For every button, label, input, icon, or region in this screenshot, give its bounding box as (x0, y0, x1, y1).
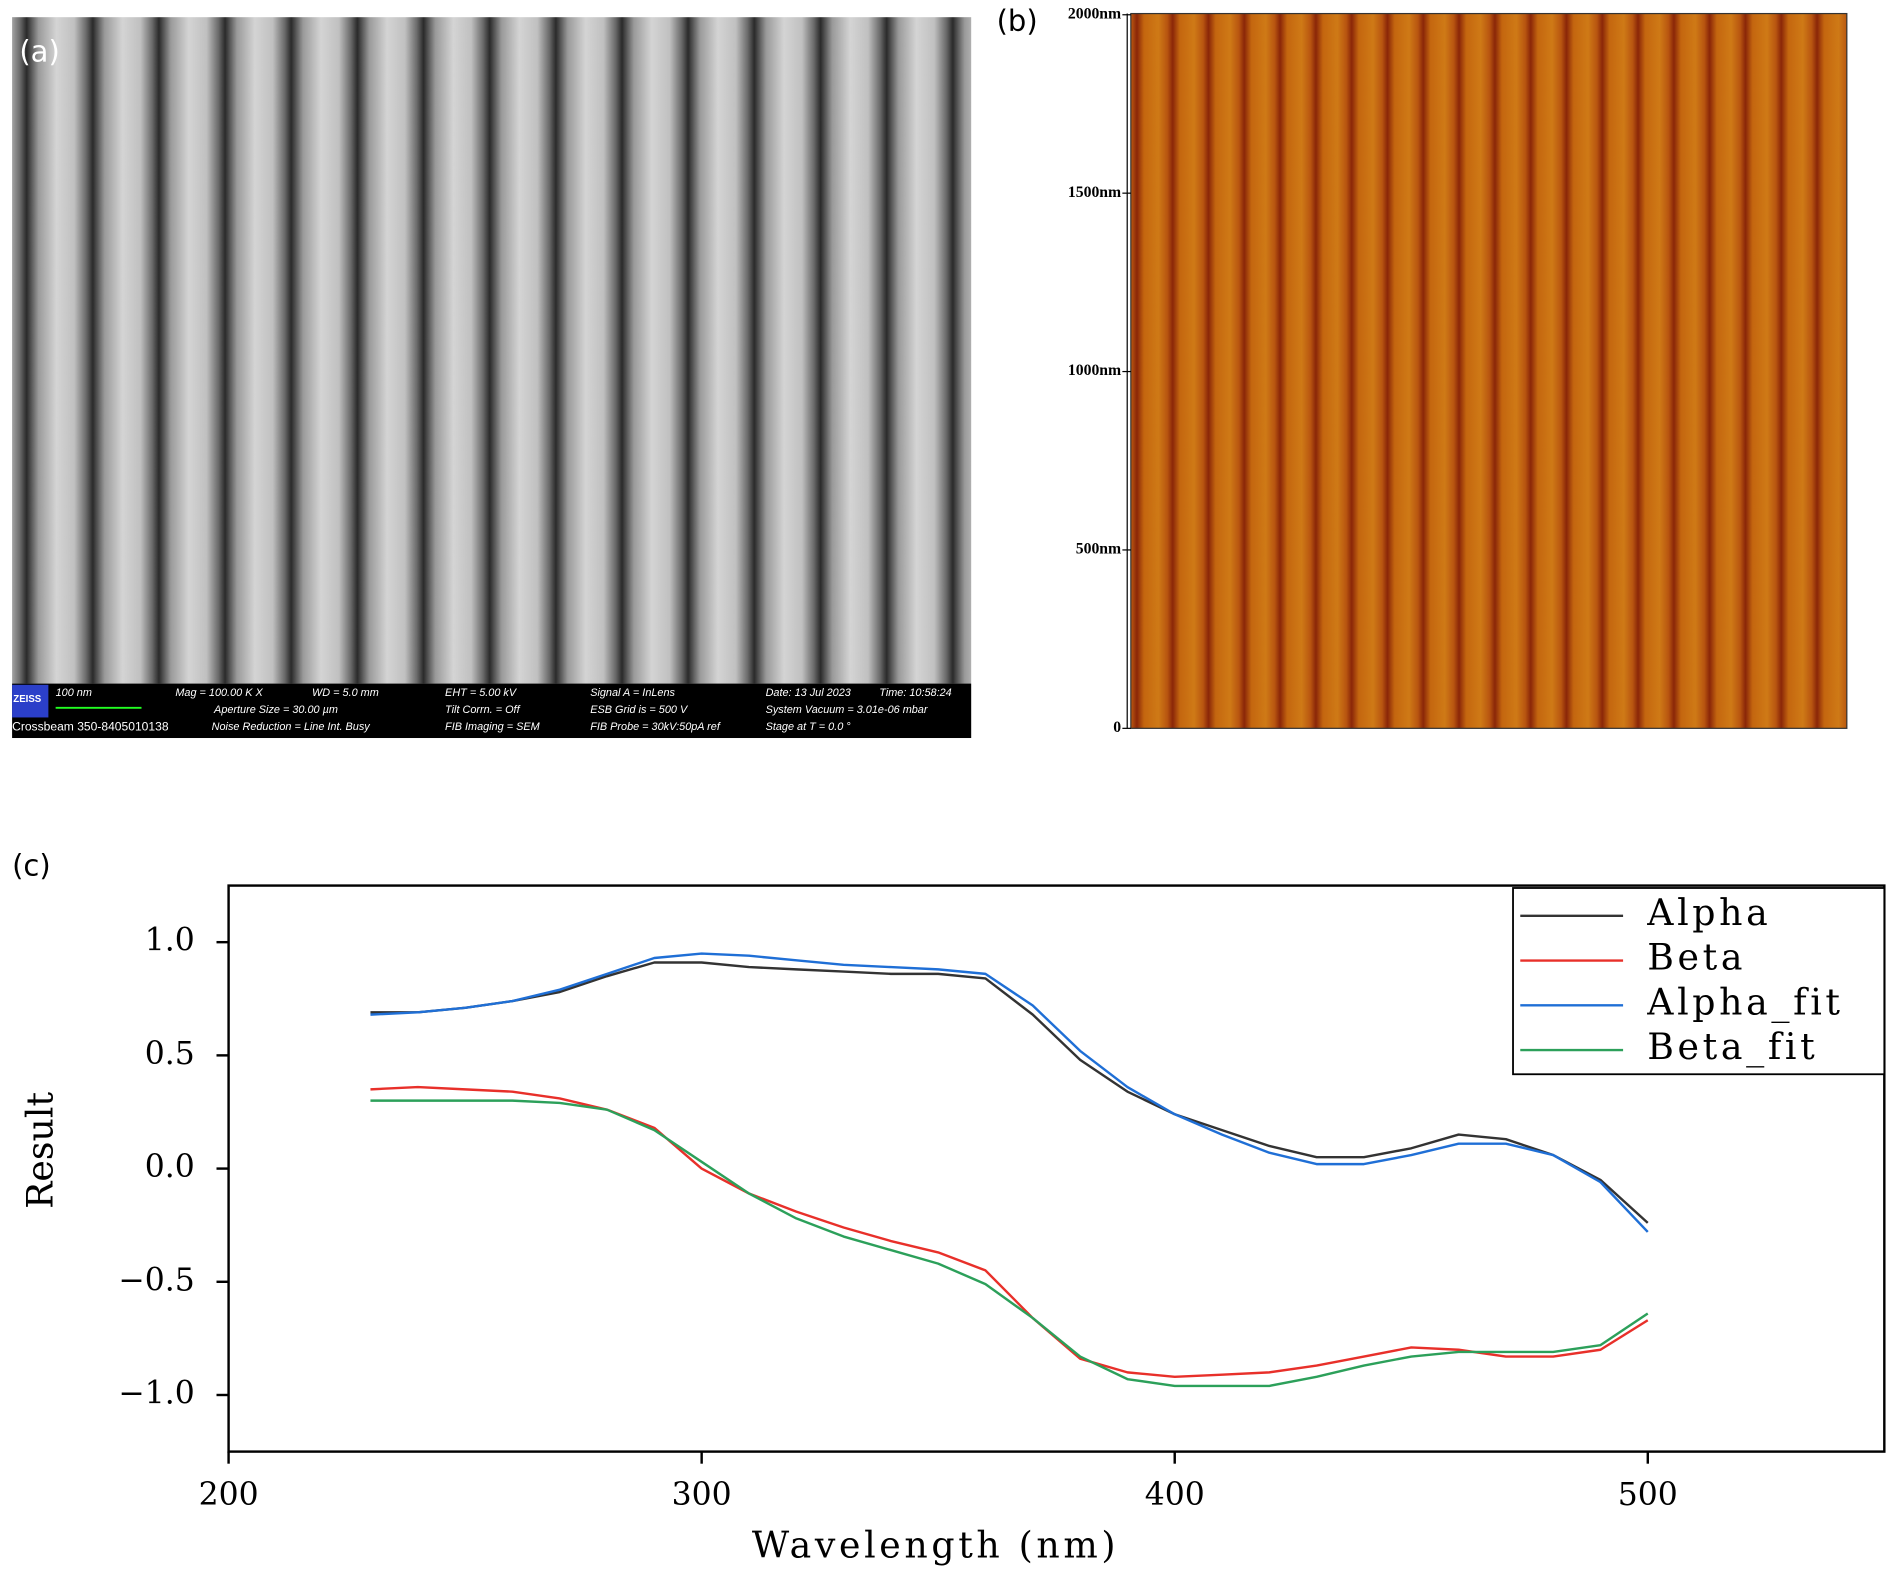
y-tick-label: 1500nm (1068, 184, 1121, 201)
info: Crossbeam 350-8405010138 (12, 719, 169, 733)
info: 100 nm (56, 687, 92, 699)
x-axis-label: Wavelength (nm) (752, 1523, 1119, 1566)
series-line (370, 1099, 1649, 1388)
info: FIB Probe = 30kV:50pA ref (590, 721, 721, 733)
info: FIB Imaging = SEM (445, 721, 541, 733)
y-tick-label: 1000nm (1068, 362, 1121, 379)
y-tick-label: 2000nm (1068, 5, 1121, 22)
y-tick-label: −0.5 (118, 1262, 194, 1298)
series-line (370, 1085, 1649, 1379)
info: Time: 10:58:24 (879, 687, 951, 699)
info: Signal A = InLens (590, 687, 675, 699)
x-tick-label: 500 (1618, 1477, 1678, 1513)
y-tick-label: 500nm (1076, 541, 1121, 558)
y-tick-label: 1.0 (145, 923, 195, 959)
series-line (370, 952, 1649, 1233)
y-tick-label: 0.5 (145, 1036, 195, 1072)
legend-label: Alpha (1646, 891, 1771, 934)
info: Date: 13 Jul 2023 (766, 687, 851, 699)
logo-text: ZEISS (13, 694, 41, 705)
y-tick-label: 0.0 (145, 1149, 195, 1185)
info: ESB Grid is = 500 V (590, 704, 689, 716)
x-tick-label: 200 (199, 1477, 259, 1513)
panel-label: (a) (19, 34, 59, 68)
afm-image (1130, 12, 1848, 729)
legend-box (1512, 887, 1886, 1076)
info-bar (12, 683, 972, 739)
afm-axis: 0 500nm 1000nm 1500nm 2000nm (1068, 5, 1131, 736)
panel-label: (c) (12, 848, 51, 882)
panel-label: (b) (997, 4, 1038, 38)
legend-label: Alpha_fit (1646, 980, 1843, 1023)
y-tick-label: 0 (1113, 719, 1121, 736)
x-tick-label: 400 (1145, 1477, 1205, 1513)
legend-label: Beta_fit (1647, 1025, 1818, 1068)
info: Mag = 100.00 K X (175, 687, 263, 699)
chart: −1.0 −0.5 0.0 0.5 1.0 200 300 400 500 Wavelength … (19, 884, 1886, 1566)
zeiss-logo (12, 684, 49, 718)
legend-label: Beta (1647, 936, 1746, 979)
y-tick-label: −1.0 (118, 1375, 194, 1411)
info-text: ZEISS 100 nm Mag = 100.00 K X WD = 5.0 m… (12, 687, 952, 733)
x-tick-label: 300 (672, 1477, 732, 1513)
info: System Vacuum = 3.01e-06 mbar (766, 704, 928, 716)
series-line (370, 961, 1649, 1224)
info: EHT = 5.00 kV (445, 687, 518, 699)
info: WD = 5.0 mm (312, 687, 379, 699)
sem-image (12, 17, 972, 684)
info: Aperture Size = 30.00 µm (213, 704, 338, 716)
info: Stage at T = 0.0 ° (766, 721, 852, 733)
info: Noise Reduction = Line Int. Busy (212, 721, 371, 733)
y-axis-label: Result (19, 1092, 62, 1209)
info: Tilt Corrn. = Off (445, 704, 521, 716)
